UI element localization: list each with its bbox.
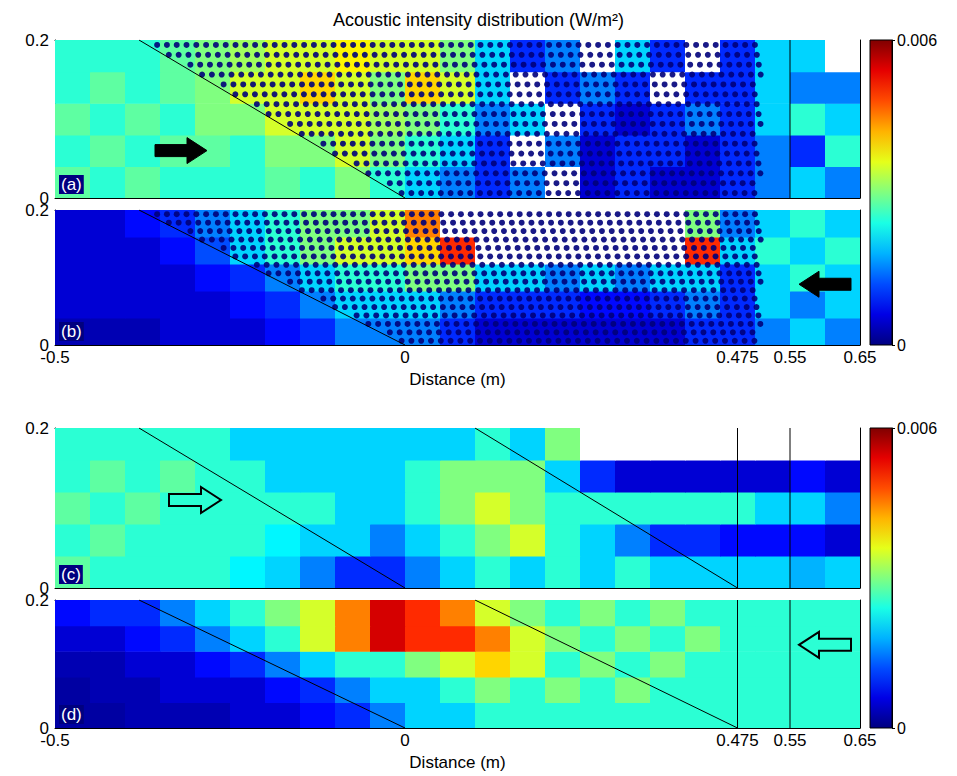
svg-text:0: 0 [39,578,49,598]
svg-text:Distance (m): Distance (m) [409,370,505,389]
svg-text:0: 0 [897,337,906,354]
svg-text:0.65: 0.65 [843,731,876,750]
svg-text:-0.5: -0.5 [40,731,69,750]
svg-text:0.006: 0.006 [897,420,937,437]
svg-text:0.006: 0.006 [897,32,937,49]
svg-text:0.2: 0.2 [25,31,49,50]
svg-text:Acoustic intensity distributio: Acoustic intensity distribution (W/m²) [333,10,624,30]
svg-text:0.2: 0.2 [25,419,49,438]
svg-text:0.55: 0.55 [773,348,806,367]
svg-text:0.475: 0.475 [716,731,759,750]
svg-text:0: 0 [39,188,49,208]
svg-text:0: 0 [897,720,906,737]
svg-text:0.65: 0.65 [843,348,876,367]
svg-text:(d): (d) [61,705,82,724]
svg-text:0.2: 0.2 [25,591,49,610]
svg-text:0.2: 0.2 [25,201,49,220]
svg-text:-0.5: -0.5 [40,348,69,367]
svg-text:0: 0 [400,348,409,367]
svg-text:0.55: 0.55 [773,731,806,750]
svg-text:0: 0 [39,335,49,355]
svg-text:0: 0 [39,718,49,738]
svg-text:0: 0 [400,731,409,750]
svg-text:Distance (m): Distance (m) [409,753,505,772]
svg-text:(c): (c) [61,565,81,584]
svg-text:(b): (b) [61,322,82,341]
svg-text:(a): (a) [61,175,82,194]
svg-text:0.475: 0.475 [716,348,759,367]
